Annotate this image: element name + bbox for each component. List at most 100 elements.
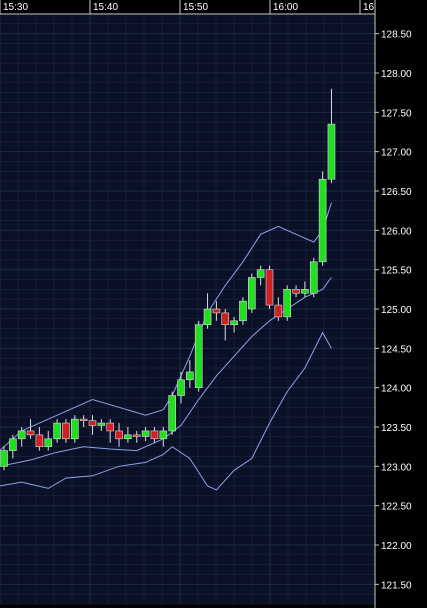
candle-body-up	[44, 438, 53, 447]
candle-body-down	[88, 420, 97, 426]
candle	[106, 419, 114, 443]
candle-body-up	[177, 379, 185, 396]
y-tick-label: 121.50	[381, 580, 412, 591]
candle	[88, 415, 97, 435]
candle-body-up	[283, 289, 292, 318]
candle	[177, 371, 185, 404]
y-tick-label: 127.50	[381, 108, 412, 119]
candle-body-down	[150, 430, 159, 440]
candle-body-up	[168, 395, 176, 432]
y-tick-label: 123.50	[381, 423, 412, 434]
y-tick-label: 126.50	[381, 187, 412, 198]
y-tick-label: 126.00	[381, 226, 412, 237]
candle	[203, 293, 212, 329]
candle	[150, 427, 159, 443]
candle-body-up	[248, 277, 256, 310]
candle	[159, 427, 168, 447]
candle	[124, 427, 132, 443]
y-tick-label: 128.00	[381, 69, 412, 80]
candle	[309, 257, 318, 298]
candle	[44, 430, 53, 451]
candle	[318, 171, 327, 266]
candle	[53, 419, 61, 443]
candle-body-up	[230, 320, 238, 326]
candle	[141, 427, 150, 442]
candle-body-up	[0, 450, 8, 467]
candle-body-down	[115, 430, 123, 440]
candle-body-down	[274, 304, 283, 318]
y-tick-label: 122.00	[381, 541, 412, 552]
y-tick-label: 125.00	[381, 305, 412, 316]
band-lower	[0, 331, 332, 491]
candles	[0, 88, 336, 471]
candle-body-down	[221, 312, 230, 326]
candle	[292, 285, 300, 298]
candle	[239, 297, 247, 325]
candle-body-up	[186, 371, 194, 381]
candle	[301, 281, 309, 298]
candle-body-up	[194, 324, 203, 388]
grid-lines	[0, 13, 375, 605]
y-tick-label: 127.00	[381, 148, 412, 159]
candle-body-down	[106, 422, 114, 432]
x-tick-label: 15:50	[183, 2, 208, 13]
candle	[79, 415, 88, 427]
candle	[248, 273, 256, 313]
candle	[221, 309, 230, 341]
y-tick-label: 124.00	[381, 384, 412, 395]
candle	[17, 427, 26, 447]
band-upper	[0, 202, 332, 451]
candle	[0, 446, 8, 471]
x-axis-tick-labels: 15:30 15:40 15:50 16:00 16	[0, 0, 375, 14]
candle	[26, 419, 35, 439]
candle-body-down	[265, 269, 274, 306]
axes	[0, 0, 376, 608]
x-tick-label: 15:40	[93, 2, 118, 13]
x-tick-label: 16:00	[273, 2, 298, 13]
y-tick-label: 122.50	[381, 502, 412, 513]
candle-body-down	[292, 289, 300, 294]
candle-body-up	[71, 418, 79, 440]
candle-body-up	[9, 438, 17, 451]
candle-body-up	[256, 269, 265, 278]
candle-body-up	[159, 430, 168, 440]
candle-body-up	[239, 300, 247, 322]
x-tick-label: 16	[363, 2, 375, 13]
y-axis-tick-labels: 128.50 128.00 127.50 127.00 126.50 126.00 125.…	[375, 30, 412, 591]
candle-body-down	[132, 434, 141, 437]
candle	[132, 430, 141, 443]
candle-body-up	[124, 434, 132, 440]
candle-body-down	[26, 430, 35, 436]
candle	[265, 265, 274, 309]
candle	[230, 316, 238, 333]
candle-body-up	[53, 422, 61, 440]
x-tick-label: 15:30	[3, 2, 28, 13]
bollinger-bands	[0, 202, 332, 491]
candle-body-up	[318, 178, 327, 263]
candle	[212, 301, 221, 321]
candle-body-up	[203, 308, 212, 326]
candle-body-down	[35, 434, 44, 447]
candle	[194, 320, 203, 392]
candle	[168, 391, 176, 435]
candle	[186, 360, 194, 388]
candle	[71, 415, 79, 443]
candle-body-up	[301, 289, 309, 294]
y-tick-label: 123.00	[381, 462, 412, 473]
candle	[115, 423, 123, 447]
candle	[327, 88, 336, 184]
candle	[97, 419, 106, 431]
candle-body-up	[141, 430, 150, 437]
candle	[283, 285, 292, 321]
candle-body-down	[62, 422, 70, 440]
candle-body-up	[309, 261, 318, 294]
candle	[35, 427, 44, 451]
candle	[9, 434, 17, 459]
band-middle	[0, 277, 332, 467]
candle-body-up	[327, 123, 336, 180]
candle-body-down	[79, 418, 88, 422]
candle	[274, 297, 283, 321]
y-tick-label: 124.50	[381, 344, 412, 355]
candle-body-up	[97, 422, 106, 426]
